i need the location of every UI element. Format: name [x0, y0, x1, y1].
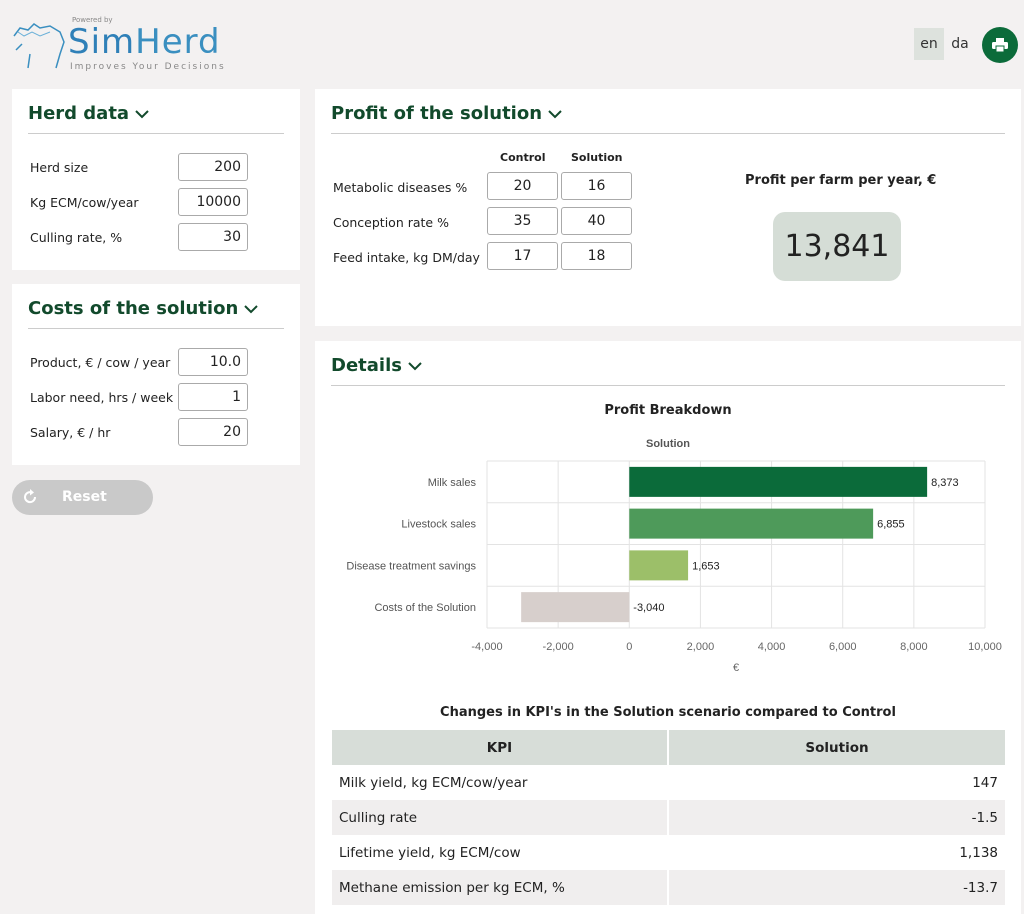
solution-column-header: Solution [571, 151, 623, 164]
x-tick-label: 0 [626, 641, 632, 653]
table-row: Methane emission per kg ECM, % -13.7 [332, 870, 1005, 905]
print-icon [992, 38, 1008, 52]
control-column-header: Control [500, 151, 546, 164]
divider [28, 328, 284, 329]
feed-intake-solution-input[interactable] [561, 242, 632, 270]
product-cost-label: Product, € / cow / year [30, 355, 171, 370]
solution-column-header: Solution [668, 730, 1005, 765]
x-tick-label: 8,000 [900, 641, 928, 653]
kpi-name: Culling rate [332, 800, 669, 835]
herd-size-label: Herd size [30, 160, 89, 175]
culling-rate-input[interactable] [178, 223, 248, 251]
metabolic-control-input[interactable] [487, 172, 558, 200]
kpi-table-header: KPI Solution [332, 730, 1005, 765]
x-tick-label: -4,000 [471, 641, 502, 653]
logo-brand: SimHerd [68, 22, 221, 62]
divider [331, 133, 1005, 134]
data-label: 1,653 [692, 560, 720, 572]
kg-ecm-input[interactable] [178, 188, 248, 216]
chart-title: Profit Breakdown [604, 403, 732, 418]
product-cost-input[interactable] [178, 348, 248, 376]
kpi-value: -13.7 [668, 870, 1005, 905]
logo-powered-by: Powered by [72, 16, 113, 24]
conception-control-input[interactable] [487, 207, 558, 235]
herd-data-title: Herd data [28, 103, 130, 124]
x-tick-label: 10,000 [968, 641, 1002, 653]
herd-data-panel: Herd data Herd size Kg ECM/cow/year Cull… [12, 89, 300, 270]
chevron-down-icon [135, 110, 149, 119]
feed-intake-control-input[interactable] [487, 242, 558, 270]
profit-per-farm-value: 13,841 [773, 212, 901, 281]
chevron-down-icon [548, 110, 562, 119]
category-label: Livestock sales [401, 519, 476, 531]
bar [521, 592, 630, 623]
kpi-column-header: KPI [332, 730, 669, 765]
herd-size-input[interactable] [178, 153, 248, 181]
x-tick-label: 4,000 [758, 641, 786, 653]
kpi-name: Methane emission per kg ECM, % [332, 870, 669, 905]
reset-icon [24, 489, 37, 504]
divider [28, 133, 284, 134]
category-label: Milk sales [428, 477, 477, 489]
costs-toggle[interactable]: Costs of the solution [28, 298, 258, 319]
profit-per-farm-label: Profit per farm per year, € [745, 173, 937, 188]
salary-input[interactable] [178, 418, 248, 446]
bar [629, 508, 874, 539]
reset-label: Reset [62, 489, 107, 505]
category-label: Costs of the Solution [374, 602, 476, 614]
kpi-table: KPI Solution Milk yield, kg ECM/cow/year… [332, 730, 1005, 905]
metabolic-label: Metabolic diseases % [333, 180, 468, 195]
category-label: Disease treatment savings [346, 560, 476, 572]
feed-intake-label: Feed intake, kg DM/day [333, 250, 480, 265]
print-button[interactable] [982, 27, 1018, 63]
conception-label: Conception rate % [333, 215, 449, 230]
logo-tagline: Improves Your Decisions [70, 62, 226, 72]
conception-solution-input[interactable] [561, 207, 632, 235]
bar [629, 550, 689, 581]
logo-herd: Herd [135, 22, 221, 62]
divider [331, 385, 1005, 386]
kpi-value: -1.5 [668, 800, 1005, 835]
x-tick-label: 2,000 [687, 641, 715, 653]
costs-title: Costs of the solution [28, 298, 239, 319]
x-axis-label: € [733, 662, 739, 674]
kpi-value: 1,138 [959, 844, 998, 861]
data-label: -3,040 [633, 602, 664, 614]
salary-label: Salary, € / hr [30, 425, 111, 440]
culling-rate-label: Culling rate, % [30, 230, 123, 245]
language-da-button[interactable]: da [951, 36, 969, 52]
chart-subtitle: Solution [646, 438, 690, 450]
chevron-down-icon [244, 305, 258, 314]
labor-need-input[interactable] [178, 383, 248, 411]
kpi-name: Milk yield, kg ECM/cow/year [332, 765, 669, 800]
table-row: Culling rate -1.5 [332, 800, 1005, 835]
simherd-logo: Powered by SimHerd Improves Your Decisio… [10, 12, 250, 72]
data-label: 6,855 [877, 519, 905, 531]
x-tick-label: 6,000 [829, 641, 857, 653]
kpi-table-title: Changes in KPI's in the Solution scenari… [440, 705, 896, 720]
labor-need-label: Labor need, hrs / week [30, 390, 174, 405]
metabolic-solution-input[interactable] [561, 172, 632, 200]
details-title: Details [331, 355, 402, 376]
details-toggle[interactable]: Details [331, 355, 422, 376]
profit-toggle[interactable]: Profit of the solution [331, 103, 562, 124]
kg-ecm-label: Kg ECM/cow/year [30, 195, 139, 210]
x-tick-label: -2,000 [543, 641, 574, 653]
profit-title: Profit of the solution [331, 103, 543, 124]
reset-button[interactable]: Reset [12, 480, 153, 515]
herd-data-toggle[interactable]: Herd data [28, 103, 149, 124]
chevron-down-icon [408, 362, 422, 371]
logo-sim: Sim [68, 22, 136, 62]
data-label: 8,373 [931, 477, 959, 489]
table-row: Milk yield, kg ECM/cow/year 147 [332, 765, 1005, 800]
profit-panel: Profit of the solution [315, 89, 1021, 326]
table-row: Lifetime yield, kg ECM/cow 1,138 [332, 835, 1005, 870]
kpi-name: Lifetime yield, kg ECM/cow [332, 835, 669, 870]
kpi-value: 147 [972, 774, 998, 791]
cow-logo-icon [13, 23, 65, 69]
bar [629, 466, 928, 497]
language-en-button[interactable]: en [914, 28, 944, 60]
costs-panel: Costs of the solution Product, € / cow /… [12, 284, 300, 465]
